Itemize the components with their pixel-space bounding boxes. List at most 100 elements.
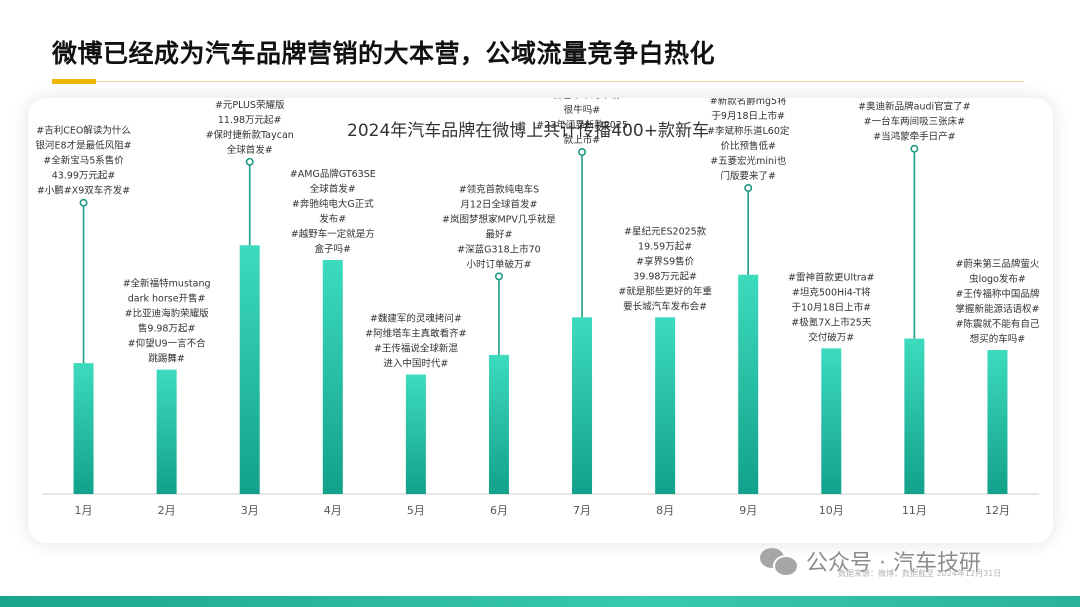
annotation-1: #吉利CEO解读为什么银河E8才是最低风阻# #全新宝马5系售价 43.99万元起#… — [36, 125, 132, 197]
annotation-line: #岚图梦想家MPV几乎就是 — [442, 213, 556, 225]
x-tick-label: 7月 — [573, 504, 591, 517]
stem-dot-7 — [578, 147, 587, 156]
stem-dot-9 — [744, 184, 753, 193]
annotation-line: #蔚来第三品牌萤火 — [955, 258, 1039, 270]
annotation-line: #吉利CEO解读为什么 — [36, 125, 131, 137]
annotation-line: 门版要来了# — [720, 170, 776, 182]
bar-4 — [322, 260, 343, 494]
annotation-line: dark horse开售# — [128, 293, 206, 305]
title-accent-bar — [52, 79, 96, 84]
bar-1 — [73, 363, 94, 494]
annotation-line: #小鹏#X9双车齐发# — [37, 185, 130, 197]
annotation-line: #魏建军的灵魂拷问# — [370, 313, 462, 325]
annotation-line: #就是那些更好的年重 — [618, 285, 712, 297]
x-tick-label: 8月 — [656, 504, 674, 517]
bar-5 — [405, 374, 426, 494]
source-note: 数据来源：微博，数据截至 2024年12月31日 — [838, 569, 1002, 578]
annotation-line: 很牛吗# — [564, 104, 601, 116]
annotation-line: #王传福称中国品牌 — [955, 288, 1039, 300]
x-tick-label: 4月 — [324, 504, 342, 517]
bar-11 — [904, 338, 925, 494]
annotation-line: 价比预售低# — [720, 140, 776, 152]
annotation-line: #元PLUS荣耀版 — [215, 99, 285, 111]
annotation-line: #领克首款纯电车S — [459, 183, 540, 195]
chart-card: 2024年汽车品牌在微博上共计传播400+款新车 #吉利CEO解读为什么银河E8才… — [28, 98, 1053, 543]
annotation-2: #全新福特mustang dark horse开售# #比亚迪海豹荣耀版售9.98万… — [123, 278, 211, 365]
bar-8 — [655, 317, 676, 494]
annotation-4: #AMG品牌GT63SE 全球首发# #奔驰纯电大G正式发布# #越野车一定就是方盒子… — [290, 168, 376, 255]
annotation-line: #保时捷新款Taycan — [206, 129, 294, 141]
annotation-10: #雷神首款更Ultra# #坦克500Hi4-T将于10月18日上市# #极氪7X上… — [788, 271, 875, 343]
annotation-5: #魏建军的灵魂拷问# #阿维塔车主真敢看齐# #王传福说全球新混进入中国时代# — [365, 313, 466, 370]
x-tick-label: 12月 — [985, 504, 1010, 517]
wechat-icon — [760, 546, 799, 577]
annotation-line: #比亚迪海豹荣耀版 — [125, 308, 209, 320]
bar-3 — [239, 245, 260, 494]
x-tick-label: 5月 — [407, 504, 425, 517]
stem-dot-11 — [910, 144, 919, 153]
annotation-line: #享界S9售价 — [636, 255, 695, 267]
annotation-line: 11.98万元起# — [218, 115, 282, 126]
annotation-line: 全球首发# — [227, 144, 273, 156]
x-tick-label: 3月 — [241, 504, 259, 517]
annotation-line: #奥迪新品牌audi官宣了# — [858, 101, 970, 113]
annotation-line: #雷神首款更Ultra# — [788, 271, 875, 283]
annotation-line: 19.59万起# — [638, 241, 692, 252]
x-tick-label: 10月 — [819, 504, 844, 517]
annotation-line: #全新宝马5系售价 — [43, 155, 124, 167]
annotation-8: #星纪元ES2025款 19.59万起# #享界S9售价 39.98万元起# #就是那些… — [618, 225, 712, 312]
annotation-line: #新款名爵mg5将 — [710, 98, 787, 107]
annotation-12: #蔚来第三品牌萤火虫logo发布# #王传福称中国品牌掌握新能源话语权# #陈震就不… — [955, 258, 1039, 345]
annotation-line: #仰望U9一言不合 — [128, 338, 206, 350]
x-tick-label: 11月 — [902, 504, 927, 517]
bar-7 — [572, 317, 593, 494]
annotation-line: #王传福说全球新混 — [374, 343, 458, 355]
bar-chart: 2024年汽车品牌在微博上共计传播400+款新车 #吉利CEO解读为什么银河E8才… — [36, 98, 1040, 517]
annotation-line: #五菱宏光mini也 — [710, 155, 787, 167]
page-title: 微博已经成为汽车品牌营销的大本营，公域流量竞争白热化 — [52, 39, 716, 68]
annotation-line: 于9月18日上市# — [711, 110, 785, 122]
annotation-6: #领克首款纯电车S 月12日全球首发# #岚图梦想家MPV几乎就是最好# #深蓝G31… — [442, 183, 556, 270]
watermark-text: 公众号 · 汽车技研 — [806, 551, 981, 576]
annotation-line: #坦克500Hi4-T将 — [792, 287, 871, 298]
annotation-line: 款上市# — [564, 134, 601, 146]
annotation-line: 最好# — [485, 228, 512, 240]
annotation-line: #陈震就不能有自己 — [955, 318, 1039, 330]
annotation-line: 全球首发# — [310, 183, 356, 195]
annotation-line: 交付破万# — [808, 331, 854, 343]
bar-10 — [821, 348, 842, 494]
x-tick-label: 6月 — [490, 504, 508, 517]
stem-dot-3 — [245, 157, 254, 166]
bar-12 — [987, 350, 1008, 494]
annotation-line: 于10月18日上市# — [791, 301, 871, 313]
annotation-line: 进入中国时代# — [383, 358, 448, 370]
annotation-line: 43.99万元起# — [52, 171, 116, 182]
x-tick-label: 2月 — [158, 504, 176, 517]
chart-title: 2024年汽车品牌在微博上共计传播400+款新车 — [347, 121, 709, 141]
annotation-line: #阿维塔车主真敢看齐# — [365, 328, 466, 340]
annotation-11: #奥迪新品牌audi官宣了# #一台车两间吸三张床# #当鸿蒙牵手日产# — [858, 101, 970, 143]
annotation-line: 跳踢舞# — [148, 353, 185, 365]
annotation-line: #星纪元ES2025款 — [624, 225, 707, 237]
annotation-line: #越野车一定就是方 — [291, 228, 375, 240]
bar-6 — [488, 354, 509, 494]
annotation-line: 想买的车吗# — [970, 333, 1026, 345]
annotation-line: 发布# — [319, 213, 346, 225]
annotation-line: #极氪7X上市25天 — [791, 316, 872, 328]
annotation-line: 盒子吗# — [315, 243, 352, 255]
annotation-line: #深蓝G318上市70 — [457, 243, 541, 255]
stem-dot-6 — [494, 272, 503, 281]
title-divider — [52, 81, 1024, 82]
bar-2 — [156, 369, 177, 494]
annotation-line: 要长城汽车发布会# — [623, 300, 707, 312]
annotation-line: #23年问界新款2025 — [536, 119, 628, 131]
x-tick-label: 1月 — [75, 504, 93, 517]
stem-dot-1 — [79, 198, 88, 207]
footer-band — [0, 596, 1080, 607]
annotation-line: 小时订单破万# — [466, 258, 531, 270]
annotation-line: 39.98万元起# — [633, 271, 697, 282]
annotation-line: 银河E8才是最低风阻# — [36, 140, 132, 152]
annotation-3: #雷军称SU7价格是往低调低的##元PLUS荣耀版11.98万元起##保时捷新款… — [206, 98, 294, 156]
x-tick-label: 9月 — [739, 504, 757, 517]
